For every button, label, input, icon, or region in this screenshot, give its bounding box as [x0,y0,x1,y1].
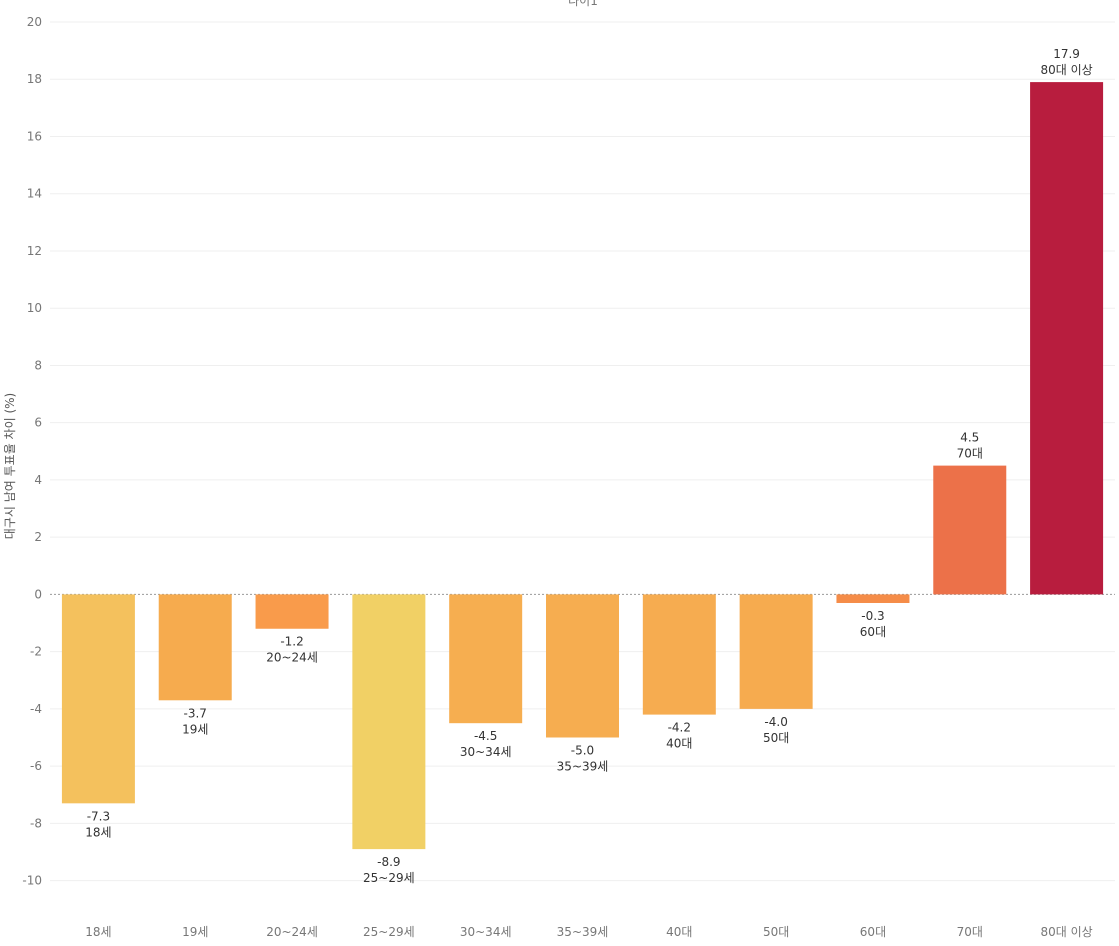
x-tick-label: 20~24세 [266,925,318,939]
y-tick-label: 8 [34,358,42,372]
bar-value-label: -3.7 [184,706,207,720]
x-tick-label: 35~39세 [557,925,609,939]
y-tick-label: -10 [22,874,42,888]
bar-value-label: 4.5 [960,431,979,445]
x-tick-label: 18세 [85,925,111,939]
bar-category-label: 25~29세 [363,871,415,885]
bar-value-label: -0.3 [861,609,884,623]
bar-value-label: -7.3 [87,809,110,823]
y-tick-label: 18 [27,72,42,86]
y-tick-label: 6 [34,416,42,430]
bar-category-label: 20~24세 [266,651,318,665]
y-tick-label: 4 [34,473,42,487]
bar-value-label: -1.2 [280,635,303,649]
y-tick-label: -8 [30,816,42,830]
x-tick-label: 30~34세 [460,925,512,939]
y-tick-label: 16 [27,129,42,143]
bar[interactable] [61,594,135,804]
bar[interactable] [836,594,910,603]
bars: -7.3 18세 -3.7 19세 -1.2 20~24세 -8.9 25~29세 -4.5 30… [61,47,1104,885]
bar-category-label: 30~34세 [460,745,512,759]
y-axis-label: 대구시 남여 투표율 차이 (%) [3,393,17,539]
bar-category-label: 35~39세 [557,760,609,774]
bar-category-label: 70대 [957,447,983,461]
y-tick-label: 0 [34,587,42,601]
bar-category-label: 18세 [85,825,111,839]
bar[interactable] [352,594,426,850]
bar[interactable] [739,594,813,709]
bar-value-label: -4.5 [474,729,497,743]
bar-category-label: 19세 [182,722,208,736]
bar-category-label: 50대 [763,731,789,745]
bar[interactable] [449,594,523,724]
bar-value-label: -4.2 [668,721,691,735]
x-tick-label: 25~29세 [363,925,415,939]
bar[interactable] [933,465,1007,595]
y-tick-label: 10 [27,301,42,315]
x-tick-label: 70대 [957,925,983,939]
x-ticks: 18세 19세 20~24세 25~29세 30~34세 35~39세 40대 50대 60대 7… [85,925,1092,939]
bar-category-label: 40대 [666,737,692,751]
y-tick-label: -4 [30,702,42,716]
x-tick-label: 50대 [763,925,789,939]
bar-value-label: -8.9 [377,855,400,869]
bar[interactable] [642,594,716,715]
bar[interactable] [1030,82,1104,595]
y-tick-label: -2 [30,645,42,659]
y-tick-label: 20 [27,15,42,29]
bar[interactable] [255,594,329,629]
bar[interactable] [546,594,619,738]
x-tick-label: 19세 [182,925,208,939]
bar-value-label: -4.0 [764,715,787,729]
bar[interactable] [158,594,232,701]
y-tick-label: -6 [30,759,42,773]
x-tick-label: 40대 [666,925,692,939]
y-tick-label: 2 [34,530,42,544]
bar-value-label: 17.9 [1053,47,1080,61]
bar-category-label: 80대 이상 [1040,63,1092,77]
y-tick-label: 12 [27,244,42,258]
x-tick-label: 80대 이상 [1040,925,1092,939]
chart-title: 나이1 [568,0,598,8]
x-tick-label: 60대 [860,925,886,939]
bar-value-label: -5.0 [571,744,594,758]
bar-category-label: 60대 [860,625,886,639]
y-tick-label: 14 [27,187,42,201]
